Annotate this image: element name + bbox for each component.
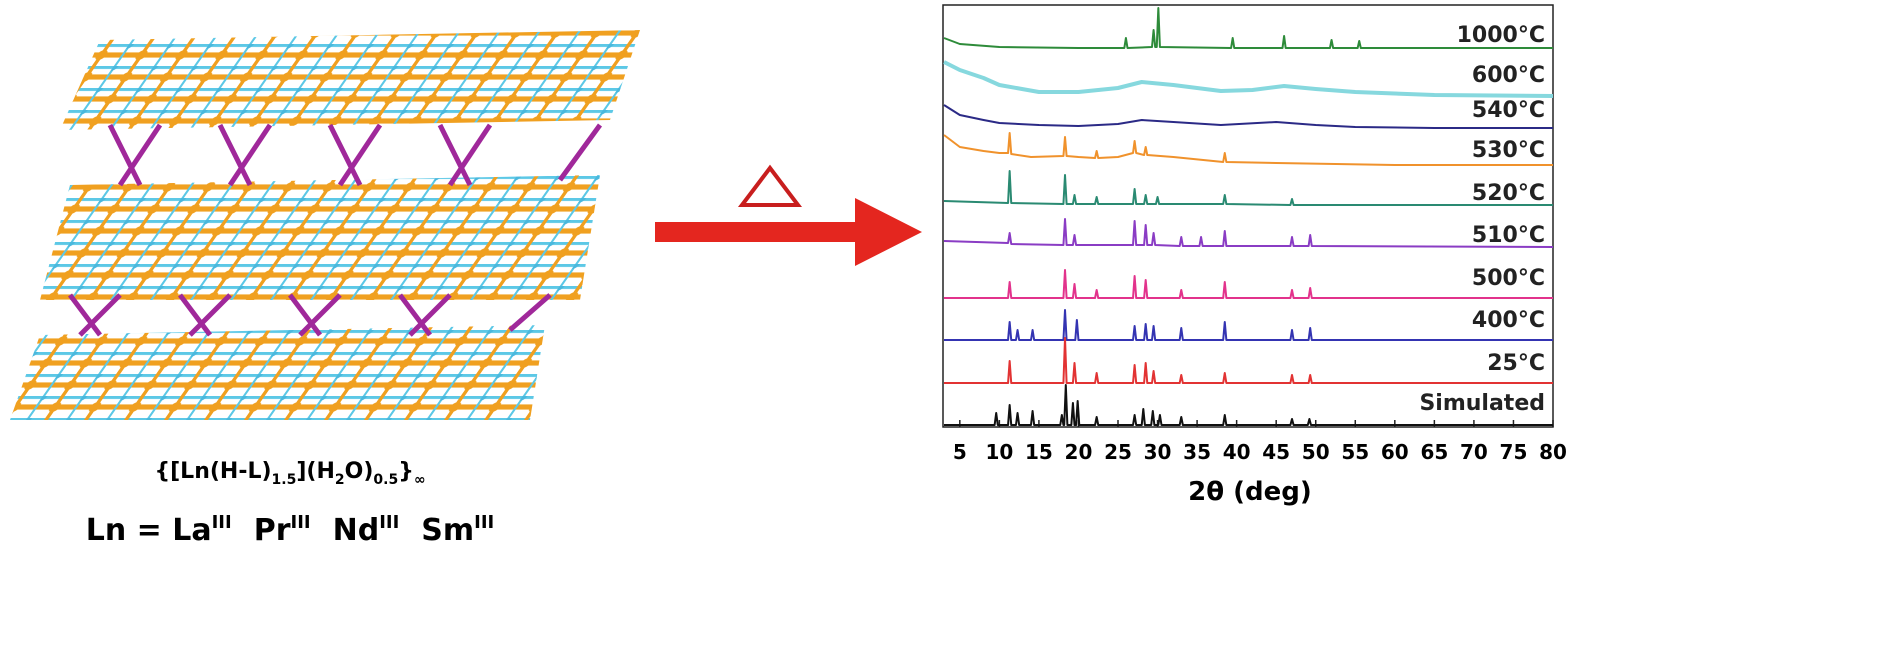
formula-part: O) xyxy=(345,459,374,484)
subscript: ∞ xyxy=(414,472,426,488)
subscript: 1.5 xyxy=(272,472,297,488)
trace-label: 510°C xyxy=(1472,223,1545,248)
trace xyxy=(943,104,1553,129)
formula-part: ](H xyxy=(296,459,335,484)
layer xyxy=(40,175,600,300)
trace xyxy=(943,132,1553,166)
delta-symbol xyxy=(737,164,803,207)
trace xyxy=(943,170,1553,206)
element: Nd xyxy=(333,513,380,548)
x-tick-label: 30 xyxy=(1144,440,1172,464)
trace-label: 25°C xyxy=(1487,351,1545,376)
x-tick-label: 10 xyxy=(985,440,1013,464)
x-tick-label: 35 xyxy=(1183,440,1211,464)
subscript: 2 xyxy=(335,472,345,488)
crystal-structure xyxy=(10,30,640,420)
formula-part: {[Ln(H-L) xyxy=(154,459,271,484)
heating-arrow xyxy=(655,164,922,266)
x-tick-label: 25 xyxy=(1104,440,1132,464)
trace-label: 540°C xyxy=(1472,98,1545,123)
trace-label: 400°C xyxy=(1472,308,1545,333)
x-tick-label: 40 xyxy=(1223,440,1251,464)
trace xyxy=(944,269,1553,299)
trace xyxy=(943,7,1553,49)
trace xyxy=(943,60,1554,98)
element: Ln = La xyxy=(86,513,212,548)
x-tick-label: 75 xyxy=(1500,440,1528,464)
x-tick-label: 70 xyxy=(1460,440,1488,464)
lanthanide-list: Ln = LaIII PrIII NdIII SmIII xyxy=(86,512,495,548)
x-tick-label: 55 xyxy=(1341,440,1369,464)
x-tick-label: 60 xyxy=(1381,440,1409,464)
trace xyxy=(943,218,1554,248)
element: Pr xyxy=(254,513,291,548)
trace-label: 1000°C xyxy=(1457,23,1545,48)
trace-label: 520°C xyxy=(1472,181,1545,206)
x-axis-title: 2θ (deg) xyxy=(1188,477,1312,507)
subscript: 0.5 xyxy=(373,472,398,488)
formula: {[Ln(H-L)1.5](H2O)0.5}∞ xyxy=(154,459,425,488)
superscript: III xyxy=(379,512,399,533)
element: Sm xyxy=(421,513,474,548)
plot-frame xyxy=(942,4,1554,428)
trace xyxy=(944,337,1553,384)
superscript: III xyxy=(212,512,232,533)
trace xyxy=(944,309,1553,341)
x-tick-label: 45 xyxy=(1262,440,1290,464)
superscript: III xyxy=(291,512,311,533)
trace-label: 530°C xyxy=(1472,138,1545,163)
x-tick-label: 5 xyxy=(953,440,967,464)
layer xyxy=(60,30,640,130)
linkers xyxy=(68,123,603,337)
x-tick-label: 15 xyxy=(1025,440,1053,464)
arrow-head xyxy=(855,198,922,266)
trace-label: 600°C xyxy=(1472,63,1545,88)
x-tick-label: 20 xyxy=(1065,440,1093,464)
formula-part: } xyxy=(398,459,414,484)
x-tick-label: 50 xyxy=(1302,440,1330,464)
trace-label: Simulated xyxy=(1419,391,1545,416)
x-tick-label: 80 xyxy=(1539,440,1567,464)
layer xyxy=(10,325,545,420)
trace-label: 500°C xyxy=(1472,266,1545,291)
superscript: III xyxy=(474,512,494,533)
x-tick-label: 65 xyxy=(1420,440,1448,464)
trace xyxy=(944,384,1553,426)
arrow-shaft xyxy=(655,222,860,242)
